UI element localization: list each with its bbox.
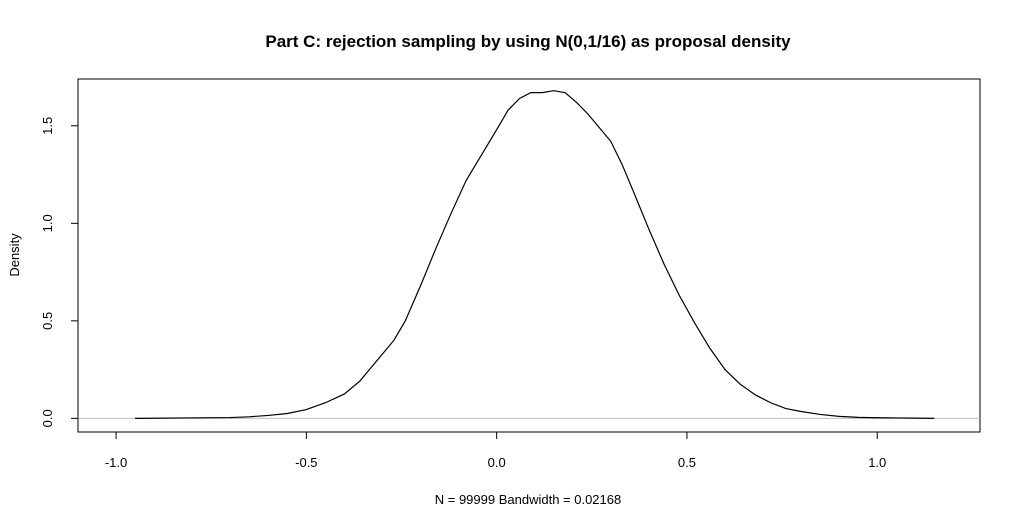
y-tick-label: 1.5 xyxy=(40,117,55,135)
density-curve xyxy=(135,90,935,419)
x-tick-label: -0.5 xyxy=(295,455,317,470)
x-tick-label: 0.5 xyxy=(678,455,696,470)
plot-frame xyxy=(77,78,981,433)
plot-area xyxy=(77,78,981,433)
chart-title: Part C: rejection sampling by using N(0,… xyxy=(265,32,791,51)
x-axis-label: N = 99999 Bandwidth = 0.02168 xyxy=(435,492,621,507)
y-tick-label: 0.5 xyxy=(40,312,55,330)
x-tick-label: 0.0 xyxy=(488,455,506,470)
y-axis: 0.0 0.5 1.0 1.5 xyxy=(40,117,79,427)
x-axis: -1.0 -0.5 0.0 0.5 1.0 xyxy=(105,431,886,470)
y-axis-label: Density xyxy=(7,233,22,277)
x-tick-label: -1.0 xyxy=(105,455,127,470)
y-tick-label: 0.0 xyxy=(40,409,55,427)
x-tick-label: 1.0 xyxy=(868,455,886,470)
y-tick-label: 1.0 xyxy=(40,214,55,232)
